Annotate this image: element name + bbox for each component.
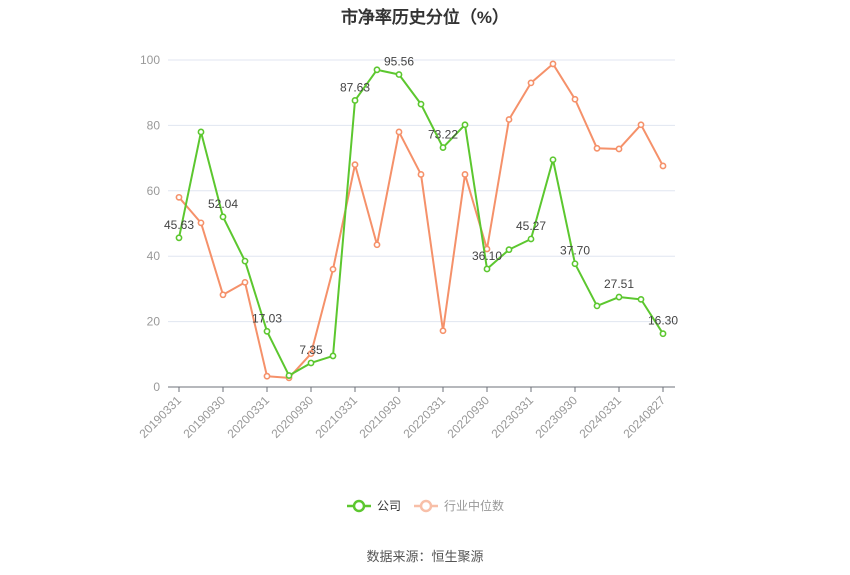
data-point[interactable] [197,128,205,136]
data-point[interactable] [659,330,667,338]
data-point[interactable] [505,246,513,254]
data-point[interactable] [637,295,645,303]
data-point[interactable] [263,327,271,335]
data-point[interactable] [439,144,447,151]
data-point[interactable] [527,79,535,87]
data-point[interactable] [175,234,183,242]
data-point[interactable] [241,278,249,286]
data-point[interactable] [461,121,469,129]
x-tick-label: 20240827 [620,393,668,441]
data-point[interactable] [637,121,645,129]
legend-label-industry: 行业中位数 [444,499,505,513]
data-label: 27.51 [604,277,634,291]
data-point[interactable] [373,66,381,74]
x-tick-label: 20210331 [312,393,360,441]
industry-line [178,62,664,379]
data-labels: 45.63 52.04 17.03 7.35 87.63 95.56 73.22 36.10 4… [164,55,678,357]
legend-item-company[interactable]: 公司 [346,497,401,514]
data-label: 52.04 [208,197,238,211]
data-point[interactable] [307,350,315,358]
data-label: 17.03 [252,311,282,325]
grid-lines [168,59,675,323]
x-tick-label: 20240331 [576,393,624,441]
data-point[interactable] [329,265,337,273]
data-point[interactable] [527,235,535,243]
data-label: 87.63 [340,80,370,94]
data-point[interactable] [439,327,447,335]
x-tick-label: 20200930 [268,393,316,441]
x-tick-label: 20230331 [488,393,536,441]
y-tick-label: 0 [153,380,160,394]
data-label: 45.63 [164,218,194,232]
data-point[interactable] [615,145,623,153]
x-tick-label: 20200331 [224,393,272,441]
data-point[interactable] [329,352,337,360]
data-point[interactable] [395,128,403,136]
data-label: 73.22 [428,128,458,142]
data-point[interactable] [263,372,271,380]
data-point[interactable] [175,193,183,201]
data-point[interactable] [219,213,227,221]
y-tick-label: 60 [147,184,161,198]
data-point[interactable] [197,219,205,227]
data-point[interactable] [483,265,491,273]
data-point[interactable] [461,171,469,178]
data-label: 7.35 [299,343,323,357]
data-point[interactable] [351,161,359,169]
y-tick-label: 20 [147,315,161,329]
data-point[interactable] [615,293,623,301]
legend-industry-icon [414,499,438,512]
data-point[interactable] [241,257,249,265]
data-source: 数据来源：恒生聚源 [366,549,484,564]
data-label: 16.30 [648,314,678,328]
data-point[interactable] [417,171,425,178]
data-point[interactable] [219,291,227,299]
y-axis-labels: 0 20 40 60 80 100 [140,53,160,394]
legend: 公司 行业中位数 [0,497,850,514]
legend-company-icon [346,499,371,512]
data-point[interactable] [417,100,425,108]
data-point[interactable] [549,60,557,68]
y-tick-label: 80 [147,118,161,132]
data-point[interactable] [373,241,381,249]
x-tick-label: 20220930 [444,393,492,441]
x-tick-label: 20190331 [136,393,184,441]
data-point[interactable] [593,302,601,310]
data-label: 36.10 [472,249,502,263]
data-point[interactable] [571,95,579,103]
data-point[interactable] [307,359,315,367]
company-line [178,68,664,377]
y-tick-label: 40 [147,249,161,263]
x-axis: 2019033120190930202003312020093020210331… [136,386,675,441]
y-tick-label: 100 [140,53,160,67]
data-point[interactable] [285,372,293,379]
data-label: 45.27 [516,219,546,233]
x-tick-label: 20190930 [180,393,228,441]
series-lines [175,60,667,382]
data-point[interactable] [351,97,359,104]
data-point[interactable] [593,144,601,152]
x-tick-label: 20210930 [356,393,404,441]
data-point[interactable] [549,156,557,164]
data-label: 95.56 [384,55,414,69]
data-point[interactable] [659,162,667,170]
x-tick-label: 20220331 [400,393,448,441]
chart-title: 市净率历史分位（%） [340,8,510,27]
data-point[interactable] [395,71,403,78]
legend-label-company: 公司 [376,499,401,513]
data-label: 37.70 [560,244,590,258]
data-point[interactable] [505,116,513,123]
legend-item-industry[interactable]: 行业中位数 [413,497,504,514]
data-point[interactable] [571,260,579,268]
x-tick-label: 20230930 [532,393,580,441]
